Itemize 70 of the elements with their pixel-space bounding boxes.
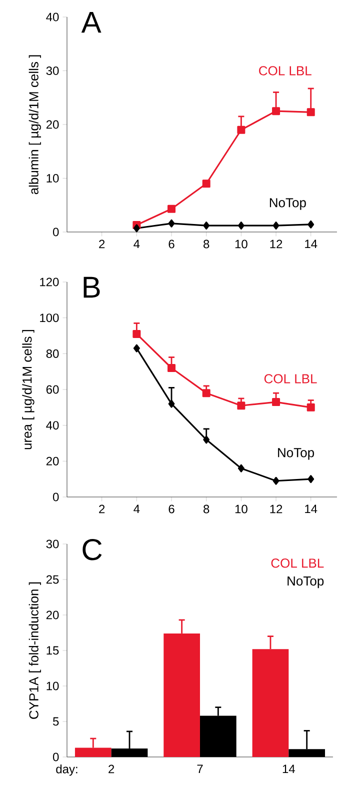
y-tick-label: 80: [46, 349, 59, 358]
point: [272, 476, 280, 485]
y-tick-label: 15: [46, 646, 59, 655]
x-tick-label: 6: [168, 240, 174, 248]
point: [202, 180, 210, 188]
y-tick-label: 20: [46, 456, 59, 466]
y-axis-title: CYP1A [ fold-induction ]: [28, 582, 41, 719]
y-axis-title: albumin [ µg/d/1M cells ]: [28, 55, 41, 194]
point: [237, 402, 246, 410]
y-tick-label: 10: [46, 682, 59, 690]
point: [237, 126, 246, 134]
point: [272, 107, 280, 116]
y-tick-label: 60: [46, 385, 59, 394]
y-tick-label: 20: [46, 120, 59, 129]
series-label: NoTop: [278, 448, 314, 460]
y-tick-label: 30: [46, 66, 59, 75]
point: [306, 403, 315, 412]
y-tick-label: 40: [46, 12, 59, 22]
point: [168, 364, 176, 372]
x-tick-label: 14: [305, 504, 318, 514]
y-tick-label: 100: [40, 314, 59, 322]
y-tick-label: 0: [52, 228, 59, 236]
point: [238, 222, 244, 230]
chart-title: C: [82, 539, 102, 560]
x-tick-label: 14: [282, 764, 295, 774]
point: [133, 224, 140, 232]
text: NoTop: [288, 576, 324, 588]
x-tick-label: 12: [270, 504, 282, 514]
point: [132, 330, 141, 338]
point: [168, 219, 175, 228]
point: [202, 389, 210, 398]
point: [306, 108, 315, 116]
point: [168, 204, 176, 213]
chart-title: B: [84, 276, 100, 298]
point: [238, 464, 244, 472]
text: COL LBL: [271, 558, 324, 568]
x-tick-label: 4: [134, 504, 140, 514]
y-tick-label: 5: [53, 717, 59, 726]
point: [203, 436, 210, 444]
text: COL LBL: [259, 66, 312, 76]
x-tick-label: 4: [134, 240, 140, 248]
x-tick-label: 8: [204, 240, 210, 248]
y-tick-label: 120: [40, 278, 59, 286]
x-tick-label: 2: [108, 764, 114, 774]
x-tick-label: 6: [168, 504, 174, 514]
point: [168, 400, 175, 408]
point: [203, 222, 210, 230]
chart-title: A: [81, 12, 102, 33]
y-tick-label: 0: [52, 752, 59, 762]
y-tick-label: 10: [46, 174, 59, 182]
y-tick-label: 0: [52, 492, 59, 502]
x-tick-label: 8: [204, 504, 210, 514]
x-axis-title: day:: [56, 764, 78, 776]
point: [272, 222, 280, 230]
x-tick-label: 2: [99, 240, 105, 248]
x-tick-label: 7: [197, 764, 203, 774]
point: [272, 398, 280, 406]
x-tick-label: 2: [99, 504, 105, 514]
y-tick-label: 30: [46, 540, 59, 548]
series-label: NoTop: [270, 198, 306, 210]
y-axis-title: urea [ µg/d/1M cells ]: [22, 330, 34, 450]
y-tick-label: 20: [46, 610, 59, 620]
x-tick-label: 10: [235, 240, 248, 248]
y-tick-label: 40: [46, 421, 59, 430]
point: [308, 220, 314, 228]
y-tick-label: 25: [46, 575, 59, 584]
x-tick-label: 14: [305, 240, 318, 248]
x-tick-label: 10: [235, 504, 248, 514]
series-label: COL LBL: [264, 374, 317, 384]
x-tick-label: 12: [270, 240, 282, 248]
